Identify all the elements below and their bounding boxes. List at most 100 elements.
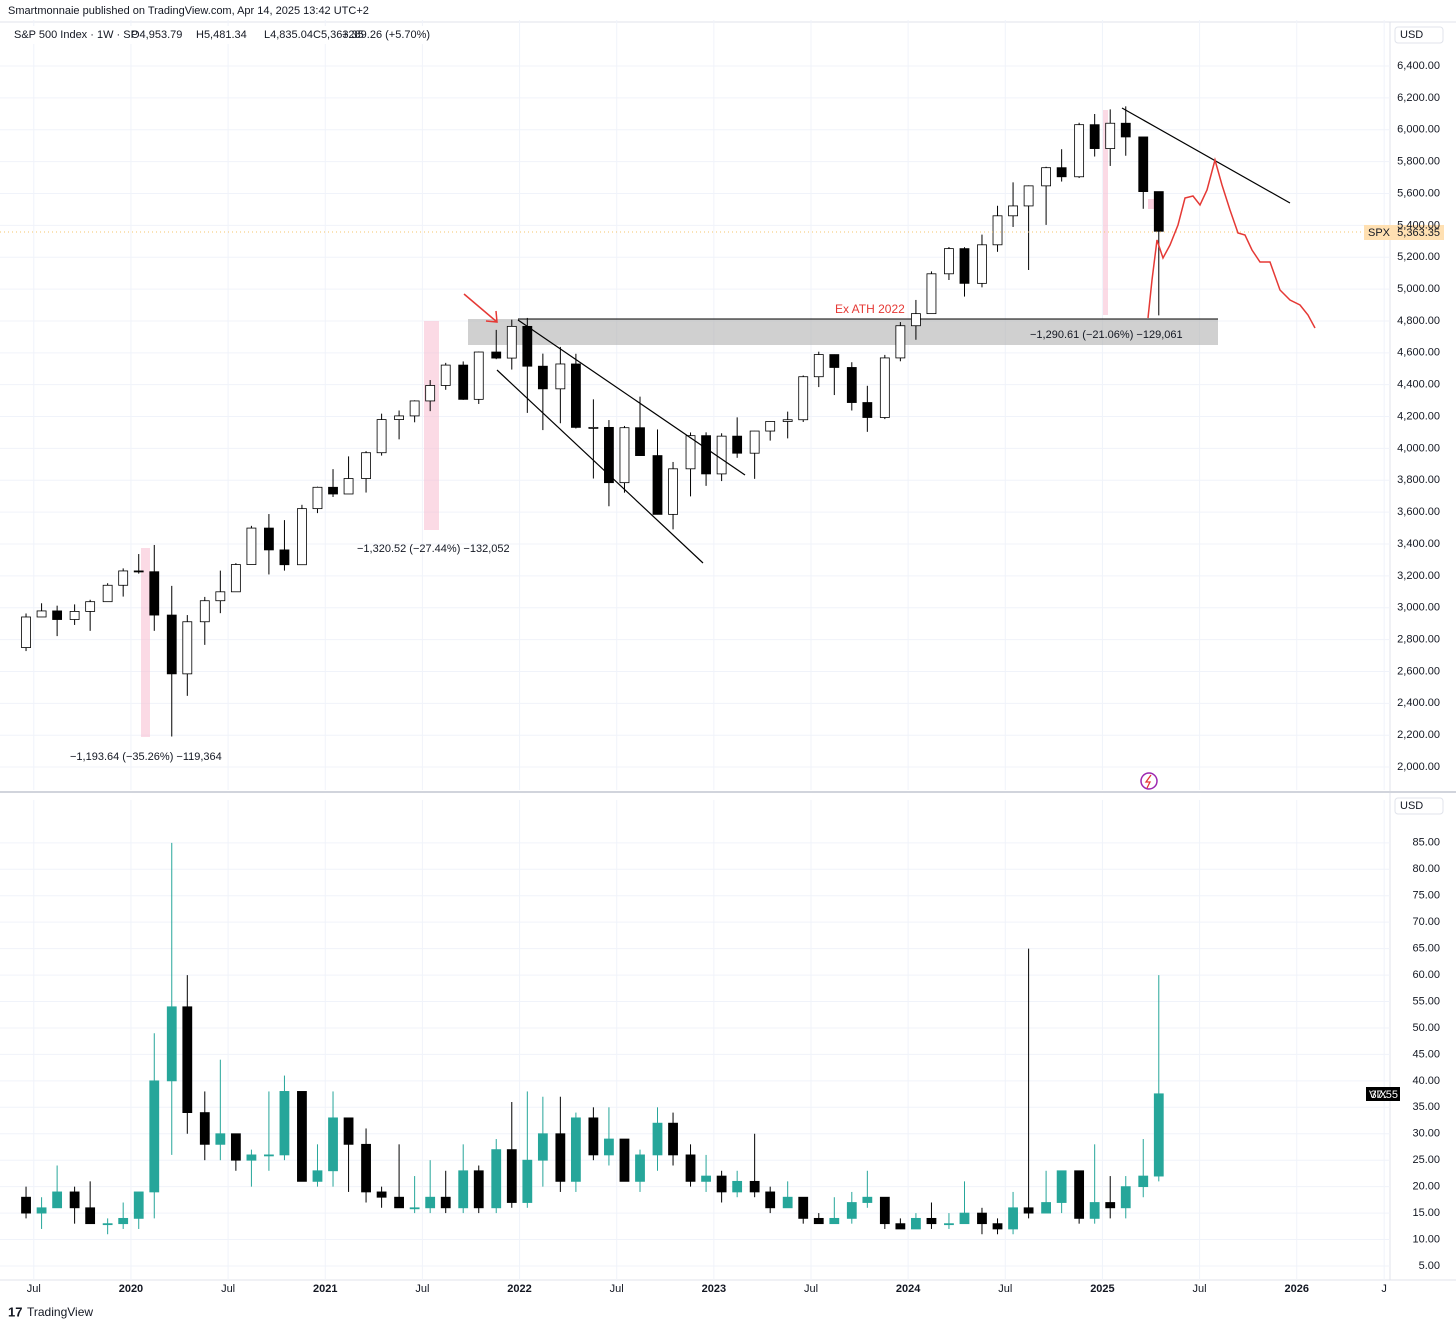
price-tag-bg <box>1366 1087 1400 1101</box>
candle-body <box>635 427 645 456</box>
currency-box[interactable] <box>1394 26 1444 44</box>
candle-body <box>376 1191 387 1198</box>
candle-body <box>52 1191 63 1209</box>
candle-body <box>473 1170 484 1209</box>
y-tick-label: 3,600.00 <box>1397 506 1440 518</box>
y-tick-label: 4,600.00 <box>1397 347 1440 359</box>
candle-body <box>297 508 307 566</box>
candle-body <box>1008 1207 1018 1230</box>
y-tick-label: 3,800.00 <box>1397 474 1440 486</box>
range-box <box>424 321 439 530</box>
candle-body <box>701 1175 711 1182</box>
arrow <box>463 293 498 323</box>
candle-body <box>230 1133 241 1161</box>
candle-body <box>1120 122 1131 138</box>
candle-body <box>328 486 338 495</box>
y-tick-label: 2,600.00 <box>1397 665 1440 677</box>
y-tick-label: 6,000.00 <box>1397 124 1440 136</box>
y-tick-label: 30.00 <box>1412 1128 1440 1140</box>
currency[interactable]: USD <box>1400 800 1423 812</box>
candle-body <box>85 1207 96 1225</box>
candle-body <box>425 1196 436 1209</box>
candle-body <box>765 421 776 432</box>
candle-body <box>765 1191 776 1209</box>
currency-box[interactable] <box>1394 797 1444 815</box>
y-tick-label: 2,400.00 <box>1397 697 1440 709</box>
candle-body <box>199 1112 210 1145</box>
candle-body <box>133 570 144 573</box>
candle-body <box>491 351 502 359</box>
ohlc-close: C5,363.35 <box>313 29 364 41</box>
candle-body <box>944 1223 954 1226</box>
candle-body <box>992 1223 1003 1230</box>
x-tick-label: 2023 <box>702 1283 726 1295</box>
ohlc-open: O4,953.79 <box>131 29 182 41</box>
x-tick-label: Jul <box>415 1283 429 1295</box>
candle-body <box>102 1223 113 1226</box>
candle-body <box>604 1138 614 1156</box>
candle-body <box>36 1207 47 1214</box>
candle-body <box>1041 1202 1051 1214</box>
candle-body <box>133 1191 144 1219</box>
candle-body <box>21 616 31 648</box>
ath-zone <box>468 319 1218 345</box>
trend-line <box>496 369 704 564</box>
trend-line <box>1121 107 1291 204</box>
currency[interactable]: USD <box>1400 29 1423 41</box>
candle-body <box>312 1170 323 1182</box>
projection-path <box>1147 157 1316 329</box>
symbol: S&P 500 Index · 1W · SP <box>14 29 138 41</box>
candle-body <box>716 1175 727 1193</box>
candle-body <box>1153 191 1164 232</box>
last-value: 37.55 <box>1370 1089 1398 1101</box>
x-tick-label: 2025 <box>1090 1283 1114 1295</box>
candle-body <box>149 1080 160 1193</box>
y-tick-label: 5,000.00 <box>1397 283 1440 295</box>
y-tick-label: 5,400.00 <box>1397 219 1440 231</box>
candle-body <box>1041 167 1051 187</box>
candle-body <box>1074 1170 1085 1219</box>
candle-body <box>394 1196 404 1209</box>
y-tick-label: 5,800.00 <box>1397 156 1440 168</box>
y-tick-label: 60.00 <box>1412 969 1440 981</box>
brand: TradingView <box>27 1305 93 1319</box>
candle-body <box>619 1138 630 1182</box>
candle-body <box>491 1149 502 1209</box>
candle-body <box>749 1180 760 1193</box>
y-tick-label: 2,000.00 <box>1397 761 1440 773</box>
candle-body <box>118 570 129 586</box>
candle-body <box>732 1180 743 1193</box>
candle-body <box>215 591 226 602</box>
candle-body <box>102 584 113 603</box>
candle-body <box>52 610 63 620</box>
candle-body <box>782 419 793 422</box>
candle-body <box>166 1006 177 1082</box>
candle-body <box>376 419 387 454</box>
candle-body <box>668 1122 678 1156</box>
candle-body <box>361 1143 371 1193</box>
candle-body <box>977 1212 987 1225</box>
candle-body <box>1008 205 1018 217</box>
y-tick-label: 5.00 <box>1419 1260 1440 1272</box>
candle-body <box>911 313 921 327</box>
candle-body <box>588 426 599 429</box>
y-tick-label: 6,400.00 <box>1397 60 1440 72</box>
x-tick-label: J <box>1381 1283 1387 1295</box>
candle-body <box>862 402 873 418</box>
candle-body <box>522 1159 533 1203</box>
candle-body <box>685 435 696 470</box>
candle-body <box>506 1149 517 1203</box>
y-tick-label: 55.00 <box>1412 995 1440 1007</box>
candle-body <box>394 415 404 420</box>
candle-body <box>652 455 663 515</box>
candle-body <box>829 354 840 368</box>
candle-body <box>537 365 548 390</box>
event-icon[interactable] <box>1140 772 1158 790</box>
logo-mark: 17 <box>8 1304 22 1319</box>
candle-body <box>440 1196 451 1209</box>
ohlc-change: +289.26 (+5.70%) <box>342 29 430 41</box>
candle-body <box>1120 1186 1131 1209</box>
arrow-head <box>485 310 498 323</box>
x-tick-label: 2026 <box>1284 1283 1308 1295</box>
